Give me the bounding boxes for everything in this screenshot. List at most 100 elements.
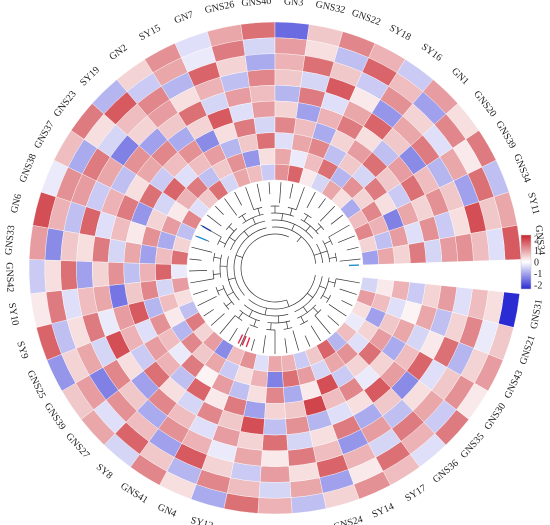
heatmap-cell — [170, 264, 188, 280]
dendrogram-branch — [240, 233, 289, 303]
heatmap-cell — [251, 100, 276, 119]
dendrogram-branch — [312, 307, 319, 313]
sample-label-gns20: GNS20 — [471, 89, 498, 119]
color-legend: 210-1-2 — [520, 234, 542, 291]
dendrogram-branch — [328, 304, 347, 317]
heatmap-cell — [267, 355, 283, 372]
heatmap-cell — [253, 116, 276, 135]
sample-label-gns37: GNS37 — [32, 119, 57, 150]
dendrogram-branch — [225, 223, 233, 231]
dendrogram-branch — [283, 327, 293, 330]
dendrogram-branch — [219, 240, 226, 245]
dendrogram-branch — [245, 337, 251, 348]
dendrogram-branch — [319, 285, 327, 289]
heatmap-cell — [255, 132, 276, 150]
sample-label-sy8: SY8 — [94, 462, 115, 482]
dendrogram-branch — [237, 334, 244, 344]
heatmap-cell — [44, 259, 62, 293]
dendrogram-branch — [253, 319, 257, 327]
dendrogram-branch — [203, 309, 214, 317]
dendrogram-branch — [239, 327, 249, 347]
legend-ticks: 210-1-2 — [534, 234, 542, 291]
heatmap-cell — [259, 465, 291, 483]
heatmap-cell — [107, 238, 127, 263]
dendrogram-branch — [337, 235, 355, 243]
legend-tick-label: 0 — [534, 257, 539, 268]
heatmap-cell — [246, 384, 267, 404]
dendrogram-branch — [213, 256, 221, 259]
dendrogram-branch — [272, 226, 317, 264]
sample-label-gn6: GN6 — [9, 193, 24, 215]
dendrogram-branch — [286, 299, 290, 307]
dendrogram-branch — [306, 191, 316, 209]
dendrogram-branch — [289, 183, 294, 199]
heatmap-cell — [258, 148, 276, 166]
dendrogram-branch — [268, 182, 271, 195]
heatmap-cell — [257, 497, 293, 515]
dendrogram-branch — [302, 306, 308, 313]
dendrogram-branch — [304, 335, 311, 347]
dendrogram-branch — [217, 288, 225, 292]
heatmap-cell — [454, 233, 474, 262]
heatmap-cell — [274, 69, 303, 88]
heatmap-cell — [76, 233, 96, 262]
dendrogram-branch — [241, 335, 247, 346]
heatmap-cell — [274, 100, 299, 119]
heatmap-cell — [247, 69, 276, 88]
dendrogram-branch — [303, 212, 312, 219]
sample-label-gns39: GNS39 — [42, 401, 68, 432]
dendrogram-branch — [339, 288, 357, 295]
sample-label-sy19: SY19 — [78, 65, 102, 89]
heatmap-cell — [266, 371, 284, 388]
dendrogram-branch — [238, 312, 243, 319]
sample-label-gns34: GNS34 — [533, 225, 547, 256]
sample-label-gn2: GN2 — [107, 42, 129, 62]
legend-tick-label: 2 — [534, 234, 539, 245]
sample-label-gns25: GNS25 — [25, 369, 48, 401]
dendrogram-branch — [314, 315, 331, 335]
sample-label-gns35: GNS35 — [458, 431, 486, 461]
dendrogram-branch — [292, 330, 300, 351]
dendrogram-branch — [213, 273, 221, 275]
sample-label-gns39: GNS39 — [493, 119, 518, 150]
dendrogram-branch — [235, 254, 243, 258]
dendrogram-branch — [281, 213, 284, 221]
sample-label-gns32: GNS32 — [315, 0, 347, 16]
heatmap-cell — [423, 238, 443, 263]
heatmap-cell — [282, 369, 301, 388]
dendrogram-branch — [324, 240, 331, 245]
dendrogram-branch — [322, 295, 329, 300]
heatmap-cell — [139, 263, 157, 283]
dendrogram-branch — [224, 198, 238, 216]
heatmap-cell — [283, 384, 304, 404]
dendrogram-branch — [196, 235, 207, 241]
dendrogram-branch — [333, 278, 337, 288]
sample-label-sy18: SY18 — [387, 23, 412, 43]
sample-label-sy12: SY12 — [189, 515, 214, 525]
dendrogram-branch — [318, 198, 326, 209]
dendrogram-branch — [328, 224, 350, 238]
heatmap-cell — [274, 132, 295, 150]
sample-label-gn7: GN7 — [173, 9, 195, 26]
dendrogram-branch — [341, 300, 353, 307]
dendrogram-branch — [257, 208, 261, 216]
dendrogram-branch — [328, 236, 333, 245]
dendrogram-branch — [250, 339, 255, 351]
sample-label-sy17: SY17 — [403, 483, 428, 504]
sample-label-gns26: GNS26 — [204, 0, 236, 16]
heatmap-cell — [262, 434, 288, 452]
dendrogram-branch — [243, 231, 249, 237]
heatmap-cell — [274, 163, 290, 182]
dendrogram-branch — [327, 315, 340, 326]
heatmap-cell — [155, 247, 174, 265]
dendrogram-branch — [197, 296, 217, 307]
dendrogram-branch — [215, 205, 224, 216]
sample-label-gns33: GNS33 — [3, 225, 17, 256]
dendrogram-branch — [248, 275, 316, 310]
dendrogram-branch — [229, 236, 236, 242]
heatmap-cell — [265, 387, 285, 404]
dendrogram-branch — [207, 214, 222, 227]
heatmap-cell — [60, 260, 78, 291]
heatmap-cell — [107, 261, 125, 286]
sample-label-sy14: SY14 — [370, 501, 395, 520]
